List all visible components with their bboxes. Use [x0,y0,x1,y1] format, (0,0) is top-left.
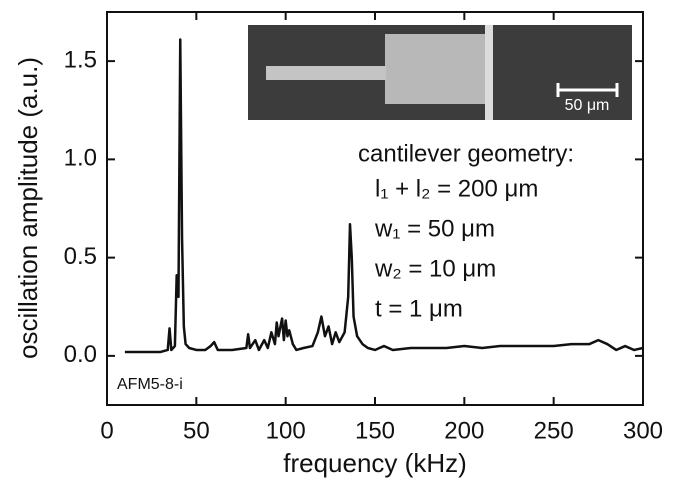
x-tick-label: 100 [266,417,306,444]
chip-edge [485,25,493,120]
x-axis-label: frequency (kHz) [283,448,467,478]
geometry-line: l₁ + l₂ = 200 μm [375,175,538,202]
x-tick-label: 50 [183,417,210,444]
cantilever-plate [385,34,485,104]
data-line [124,38,644,354]
geometry-line: t = 1 μm [375,295,463,322]
x-tick-label: 300 [623,417,663,444]
y-tick-label: 1.0 [64,145,97,172]
cantilever-beam [266,66,386,80]
y-axis-label: oscillation amplitude (a.u.) [13,57,43,359]
x-tick-label: 0 [100,417,113,444]
x-tick-label: 200 [444,417,484,444]
geometry-line: w₁ = 50 μm [374,215,495,242]
y-tick-label: 1.5 [64,46,97,73]
sample-label: AFM5-8-i [117,376,183,393]
geometry-title: cantilever geometry: [358,140,574,167]
scale-bar-label: 50 μm [565,97,610,114]
x-tick-label: 250 [534,417,574,444]
y-tick-label: 0.5 [64,243,97,270]
y-tick-label: 0.0 [64,341,97,368]
x-tick-label: 150 [355,417,395,444]
geometry-line: w₂ = 10 μm [374,255,496,282]
inset-image: 50 μm [248,25,632,120]
